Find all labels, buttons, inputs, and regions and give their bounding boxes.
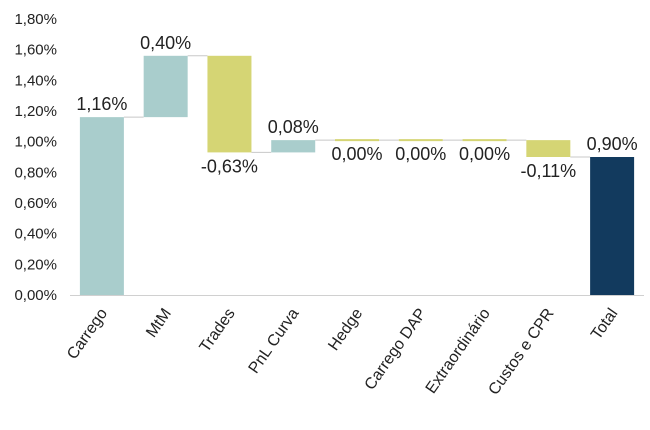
data-label: 0,90%: [587, 134, 638, 154]
y-tick-label: 1,80%: [14, 11, 57, 28]
y-tick-label: 1,60%: [14, 42, 57, 59]
y-tick-label: 1,20%: [14, 103, 57, 120]
category-label: Carrego DAP: [362, 306, 431, 394]
data-label: 1,16%: [76, 94, 127, 114]
y-axis: 0,00% 0,20% 0,40% 0,60% 0,80% 1,00% 1,20% 1,40%…: [14, 11, 57, 304]
y-tick-label: 0,00%: [14, 287, 57, 304]
data-label: 0,40%: [140, 33, 191, 53]
data-labels: 1,16% 0,40% -0,63% 0,08% 0,00% 0,00% 0,00% -0,1…: [76, 33, 637, 181]
bar-trades: [207, 55, 252, 153]
category-label: Total: [588, 306, 621, 343]
y-tick-label: 1,40%: [14, 72, 57, 89]
bar-carrego: [79, 117, 124, 295]
data-label: 0,08%: [268, 117, 319, 137]
category-label: Custos e CPR: [486, 306, 558, 399]
bar-mtm: [143, 55, 188, 118]
category-label: PnL Curva: [246, 305, 303, 376]
bar-total: [590, 157, 635, 295]
data-label: -0,63%: [201, 156, 258, 176]
y-tick-label: 0,60%: [14, 195, 57, 212]
connectors: [123, 55, 591, 158]
bar-pnl-curva: [271, 140, 316, 153]
y-tick-label: 0,20%: [14, 256, 57, 273]
category-label: MtM: [143, 306, 175, 341]
category-label: Hedge: [325, 305, 366, 353]
y-tick-label: 1,00%: [14, 134, 57, 151]
bars: [79, 55, 635, 295]
bar-carrego-dap: [398, 139, 443, 142]
bar-extraordin-rio: [462, 139, 507, 142]
bar-hedge: [335, 139, 379, 142]
y-tick-label: 0,40%: [14, 226, 57, 243]
data-label: 0,00%: [395, 144, 446, 164]
bar-custos-e-cpr: [526, 140, 571, 157]
data-label: -0,11%: [520, 161, 576, 181]
category-label: Carrego: [64, 305, 111, 362]
category-label: Extraordinário: [423, 305, 494, 396]
data-label: 0,00%: [459, 144, 510, 164]
category-label: Trades: [197, 306, 239, 356]
y-tick-label: 0,80%: [14, 164, 57, 181]
data-label: 0,00%: [331, 144, 382, 164]
